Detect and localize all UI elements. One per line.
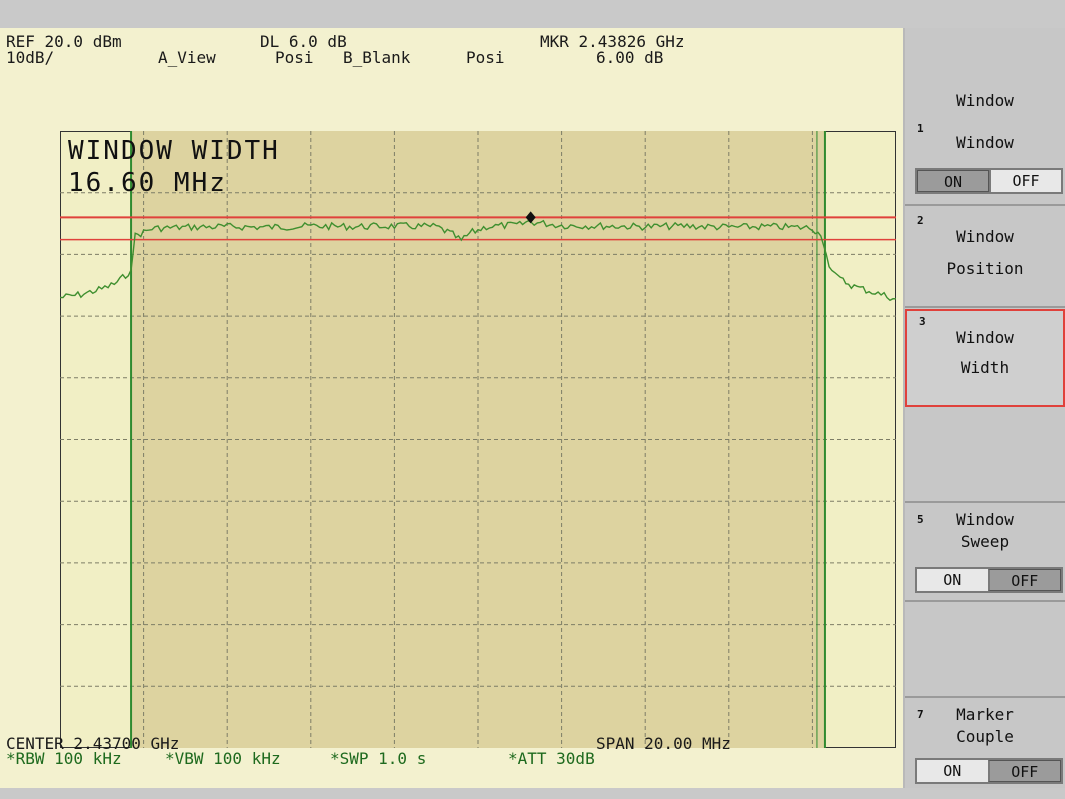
trace-a-view: A_View — [158, 48, 216, 67]
softkey-window-position[interactable]: 2 Window Position — [905, 210, 1065, 306]
softkey-menu-title: Window — [905, 88, 1065, 114]
softkey-window-sweep[interactable]: 5 Window Sweep ON OFF — [905, 503, 1065, 599]
window-width-title: WINDOW WIDTH — [68, 136, 280, 166]
ref-level: REF 20.0 dBm — [6, 32, 122, 51]
softkey-panel: Window 1 Window ON OFF 2 Window Position… — [905, 28, 1065, 788]
softkey-label-line1: Window — [956, 227, 1014, 246]
marker-diamond — [525, 211, 536, 224]
rbw: *RBW 100 kHz — [6, 749, 122, 768]
toggle-off[interactable]: OFF — [989, 170, 1061, 192]
softkey-label-line2: Couple — [956, 727, 1014, 746]
vbw: *VBW 100 kHz — [165, 749, 281, 768]
center-frequency: CENTER 2.43700 GHz — [6, 734, 180, 753]
trace-b-posi: Posi — [466, 48, 505, 67]
softkey-marker-couple[interactable]: 7 Marker Couple ON OFF — [905, 698, 1065, 788]
softkey-label: Window — [956, 133, 1014, 152]
toggle-on[interactable]: ON — [917, 170, 989, 192]
softkey-divider — [905, 600, 1065, 602]
softkey-number: 5 — [917, 513, 924, 526]
softkey-divider — [905, 501, 1065, 503]
marker-level: 6.00 dB — [596, 48, 664, 67]
window-width-value: 16.60 MHz — [68, 168, 227, 198]
softkey-4-blank[interactable] — [905, 408, 1065, 501]
toggle-off[interactable]: OFF — [987, 569, 1061, 591]
softkey-label-line2: Position — [946, 259, 1024, 278]
marker-couple-on-off-toggle[interactable]: ON OFF — [915, 758, 1063, 784]
menu-title-label: Window — [956, 91, 1014, 110]
window-on-off-toggle[interactable]: ON OFF — [915, 168, 1063, 194]
softkey-label-line1: Window — [956, 510, 1014, 529]
softkey-divider — [905, 204, 1065, 206]
softkey-label-line2: Sweep — [960, 532, 1010, 551]
softkey-number: 2 — [917, 214, 924, 227]
marker-frequency: MKR 2.43826 GHz — [540, 32, 685, 51]
sweep-time: *SWP 1.0 s — [330, 749, 427, 768]
softkey-6-blank[interactable] — [905, 602, 1065, 697]
softkey-number: 1 — [917, 122, 924, 135]
softkey-window-width[interactable]: 3 Window Width — [905, 309, 1065, 407]
softkey-label-line1: Marker — [956, 705, 1014, 724]
toggle-on[interactable]: ON — [943, 762, 962, 780]
plot-area-wrap: WINDOW WIDTH 16.60 MHz — [59, 130, 897, 752]
window-sweep-on-off-toggle[interactable]: ON OFF — [915, 567, 1063, 593]
trace-b-blank: B_Blank — [343, 48, 411, 67]
softkey-label-line2: Width — [960, 358, 1010, 377]
span: SPAN 20.00 MHz — [596, 734, 731, 753]
softkey-number: 3 — [919, 315, 926, 328]
toggle-on[interactable]: ON — [943, 571, 962, 589]
softkey-divider — [905, 306, 1065, 308]
spectrum-trace — [59, 219, 897, 302]
softkey-label-line1: Window — [956, 328, 1014, 347]
softkey-divider — [905, 696, 1065, 698]
softkey-window[interactable]: 1 Window ON OFF — [905, 118, 1065, 208]
attenuation: *ATT 30dB — [508, 749, 595, 768]
trace-a-posi: Posi — [275, 48, 314, 67]
softkey-number: 7 — [917, 708, 924, 721]
toggle-off[interactable]: OFF — [987, 760, 1061, 782]
display-line: DL 6.0 dB — [260, 32, 347, 51]
analyzer-screen: REF 20.0 dBm 10dB/ DL 6.0 dB A_View Posi… — [0, 28, 905, 788]
scale-per-div: 10dB/ — [6, 48, 55, 67]
